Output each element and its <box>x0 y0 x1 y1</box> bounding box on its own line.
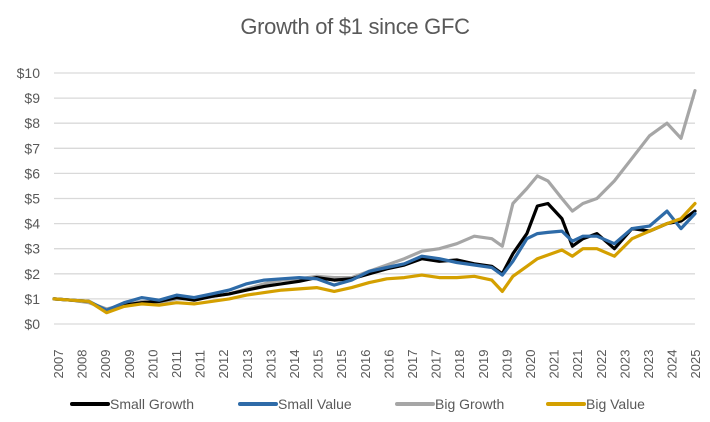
legend-label: Small Value <box>278 396 352 412</box>
x-tick-label: 2020 <box>523 350 538 379</box>
x-tick-label: 2016 <box>358 350 373 379</box>
x-tick-label: 2019 <box>499 350 514 379</box>
y-tick-label: $0 <box>24 316 40 332</box>
x-tick-label: 2010 <box>145 350 160 379</box>
x-tick-label: 2015 <box>334 350 349 379</box>
x-tick-label: 2023 <box>641 350 656 379</box>
legend-item-small-value: Small Value <box>238 396 352 412</box>
series-line-small-growth <box>52 201 697 313</box>
y-axis-ticks: $0 $1 $2 $3 $4 $5 $6 $7 $8 $9 $10 <box>17 65 41 332</box>
x-tick-label: 2015 <box>311 350 326 379</box>
chart-title: Growth of $1 since GFC <box>240 14 470 39</box>
x-tick-label: 2018 <box>452 350 467 379</box>
legend-item-big-value: Big Value <box>546 396 645 412</box>
y-tick-label: $2 <box>24 266 40 282</box>
x-tick-label: 2023 <box>617 350 632 379</box>
legend-item-big-growth: Big Growth <box>395 396 504 412</box>
legend: Small Growth Small Value Big Growth Big Val… <box>70 396 645 412</box>
x-tick-label: 2017 <box>405 350 420 379</box>
x-tick-label: 2016 <box>381 350 396 379</box>
y-tick-label: $1 <box>24 291 40 307</box>
x-tick-label: 2009 <box>122 350 137 379</box>
x-tick-label: 2013 <box>240 350 255 379</box>
y-tick-label: $5 <box>24 191 40 207</box>
x-axis-ticks: 2007 2008 2009 2009 2010 2011 2011 2012 2013 2013… <box>51 350 703 379</box>
x-tick-label: 2011 <box>193 350 208 378</box>
y-tick-label: $10 <box>17 65 41 81</box>
legend-item-small-growth: Small Growth <box>70 396 194 412</box>
x-tick-label: 2007 <box>51 350 66 379</box>
series-line-small-value <box>52 209 697 312</box>
y-tick-label: $6 <box>24 165 40 181</box>
x-tick-label: 2025 <box>688 350 703 379</box>
x-tick-label: 2013 <box>263 350 278 379</box>
legend-label: Big Growth <box>435 396 504 412</box>
x-tick-label: 2011 <box>169 350 184 378</box>
y-tick-label: $4 <box>24 216 40 232</box>
x-tick-label: 2014 <box>287 350 302 379</box>
y-tick-label: $9 <box>24 90 40 106</box>
y-tick-label: $3 <box>24 241 40 257</box>
series-line-big-value <box>52 201 697 315</box>
x-tick-label: 2012 <box>216 350 231 379</box>
y-tick-label: $7 <box>24 140 40 156</box>
y-tick-label: $8 <box>24 115 40 131</box>
x-tick-label: 2008 <box>75 350 90 379</box>
x-tick-label: 2021 <box>547 350 562 379</box>
x-tick-label: 2017 <box>429 350 444 379</box>
x-tick-label: 2009 <box>98 350 113 379</box>
x-tick-label: 2021 <box>570 350 585 379</box>
x-tick-label: 2019 <box>476 350 491 379</box>
x-tick-label: 2024 <box>665 350 680 379</box>
series-lines <box>52 88 697 315</box>
x-tick-label: 2022 <box>594 350 609 379</box>
legend-label: Small Growth <box>110 396 194 412</box>
legend-label: Big Value <box>586 396 645 412</box>
